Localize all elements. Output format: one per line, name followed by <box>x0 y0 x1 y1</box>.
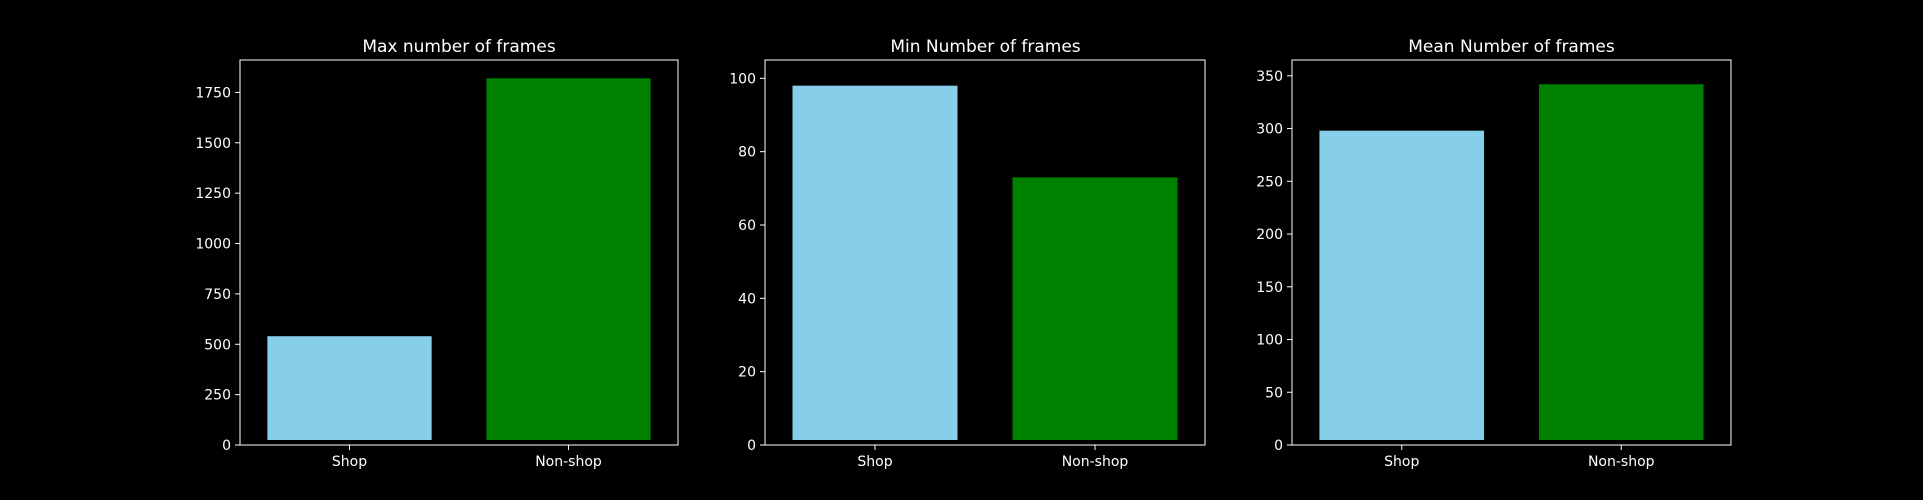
y-tick-label-min-2: 40 <box>738 291 756 307</box>
y-tick-label-mean-0: 0 <box>1274 438 1283 454</box>
y-tick-label-mean-1: 50 <box>1265 385 1283 401</box>
subplot-min: Min Number of frames 0 20 40 60 80 100 Shop Non… <box>729 37 1206 470</box>
y-tick-label-max-5: 1250 <box>195 186 231 202</box>
y-tick-label-max-6: 1500 <box>195 136 231 152</box>
y-tick-label-min-4: 80 <box>738 145 756 161</box>
bar-min-non-shop <box>1012 177 1178 441</box>
bar-mean-shop <box>1319 130 1485 440</box>
axes-frame-mean <box>1291 59 1732 446</box>
x-tick-label-mean-non-shop: Non-shop <box>1588 454 1655 470</box>
subplot-mean: Mean Number of frames 0 50 100 150 200 250 300… <box>1256 37 1732 470</box>
y-tick-label-mean-3: 150 <box>1256 280 1283 296</box>
y-tick-label-mean-2: 100 <box>1256 333 1283 349</box>
bar-max-shop <box>267 336 432 440</box>
bar-mean-non-shop <box>1538 84 1704 440</box>
y-tick-label-max-7: 1750 <box>195 85 231 101</box>
y-tick-label-min-1: 20 <box>738 365 756 381</box>
y-tick-label-min-0: 0 <box>747 438 756 454</box>
plot-area-max: 0 250 500 750 1000 1250 1500 1750 Shop Non-shop <box>195 59 679 470</box>
bar-max-non-shop <box>486 78 651 440</box>
chart-title-max: Max number of frames <box>362 37 556 57</box>
x-tick-label-max-shop: Shop <box>332 454 367 470</box>
y-tick-label-mean-7: 350 <box>1256 69 1283 85</box>
x-tick-label-min-shop: Shop <box>857 454 892 470</box>
y-tick-label-min-5: 100 <box>729 71 756 87</box>
y-tick-label-max-3: 750 <box>204 287 231 303</box>
y-tick-label-min-3: 60 <box>738 218 756 234</box>
y-tick-label-max-0: 0 <box>222 438 231 454</box>
chart-title-mean: Mean Number of frames <box>1408 37 1615 57</box>
axes-frame-max <box>239 59 679 446</box>
y-tick-label-mean-6: 300 <box>1256 122 1283 138</box>
x-tick-label-max-non-shop: Non-shop <box>535 454 602 470</box>
y-tick-label-mean-4: 200 <box>1256 227 1283 243</box>
y-tick-label-mean-5: 250 <box>1256 174 1283 190</box>
y-tick-label-max-1: 250 <box>204 388 231 404</box>
bar-min-shop <box>792 85 958 441</box>
plot-area-min: 0 20 40 60 80 100 Shop Non-shop <box>729 59 1206 470</box>
x-tick-label-min-non-shop: Non-shop <box>1062 454 1129 470</box>
x-tick-label-mean-shop: Shop <box>1384 454 1419 470</box>
chart-title-min: Min Number of frames <box>890 37 1080 57</box>
axes-frame-min <box>764 59 1206 446</box>
plot-area-mean: 0 50 100 150 200 250 300 350 Shop Non-shop <box>1256 59 1732 470</box>
subplot-max: Max number of frames 0 250 500 750 1000 1250 1… <box>195 37 679 470</box>
y-tick-label-max-4: 1000 <box>195 237 231 253</box>
y-tick-label-max-2: 500 <box>204 337 231 353</box>
